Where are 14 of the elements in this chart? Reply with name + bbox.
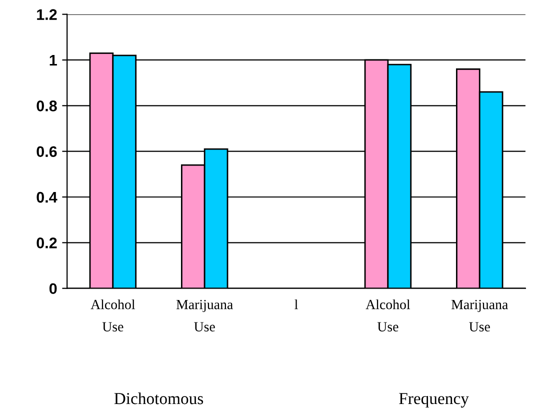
y-tick-label: 1 <box>50 55 57 66</box>
y-tick-label: 1.2 <box>37 9 57 20</box>
x-tick-label: Alcohol Use <box>90 299 136 332</box>
y-tick-label: 0 <box>49 283 57 294</box>
y-tick-label: 0.6 <box>36 146 57 158</box>
y-tick-label: 0.2 <box>36 238 57 248</box>
y-tick-label: 0.8 <box>36 100 57 112</box>
text: Frequency <box>399 393 469 408</box>
text: Dichotomous <box>114 392 204 404</box>
x-tick-label: Marijuana Use <box>176 300 233 332</box>
x-tick-label: Alcohol Use <box>366 299 410 332</box>
x-tick-label: l <box>294 299 298 310</box>
y-tick-label: 0.4 <box>36 192 58 203</box>
x-tick-label: Marijuana Use <box>451 300 508 332</box>
